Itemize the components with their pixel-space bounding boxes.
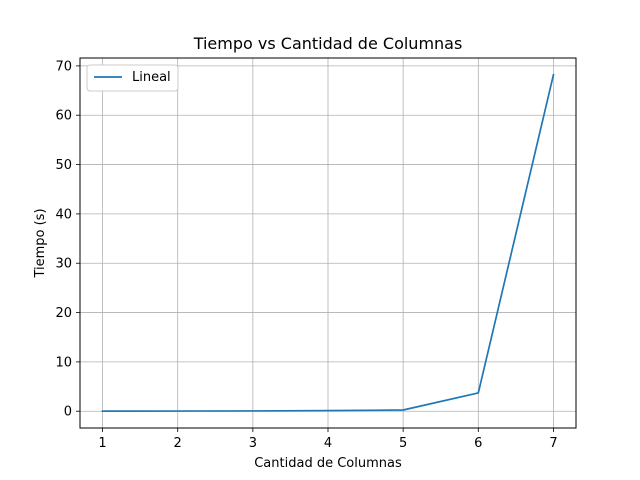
x-tick-label: 2 bbox=[174, 436, 182, 451]
y-tick-label: 20 bbox=[55, 306, 72, 321]
y-tick-label: 50 bbox=[55, 158, 72, 173]
legend-box bbox=[86, 64, 179, 92]
y-tick-label: 10 bbox=[55, 355, 72, 370]
series-lines bbox=[101, 73, 555, 412]
x-tick-label: 4 bbox=[324, 436, 332, 451]
x-tick-label: 5 bbox=[399, 436, 407, 451]
x-tick-label: 7 bbox=[549, 436, 557, 451]
y-tick-label: 60 bbox=[55, 109, 72, 124]
y-axis-label: Tiempo (s) bbox=[33, 208, 48, 278]
legend-label-lineal: Lineal bbox=[132, 70, 171, 85]
chart-title: Tiempo vs Cantidad de Columnas bbox=[193, 34, 463, 53]
y-tick-label: 30 bbox=[55, 257, 72, 272]
y-tick-label: 70 bbox=[55, 59, 72, 74]
x-axis-label: Cantidad de Columnas bbox=[254, 456, 402, 471]
y-tick-label: 40 bbox=[55, 207, 72, 222]
legend: Lineal bbox=[86, 64, 179, 92]
x-tick-label: 3 bbox=[249, 436, 257, 451]
y-tick-label: 0 bbox=[64, 405, 72, 420]
x-tick-label: 1 bbox=[98, 436, 106, 451]
x-tick-label: 6 bbox=[474, 436, 482, 451]
